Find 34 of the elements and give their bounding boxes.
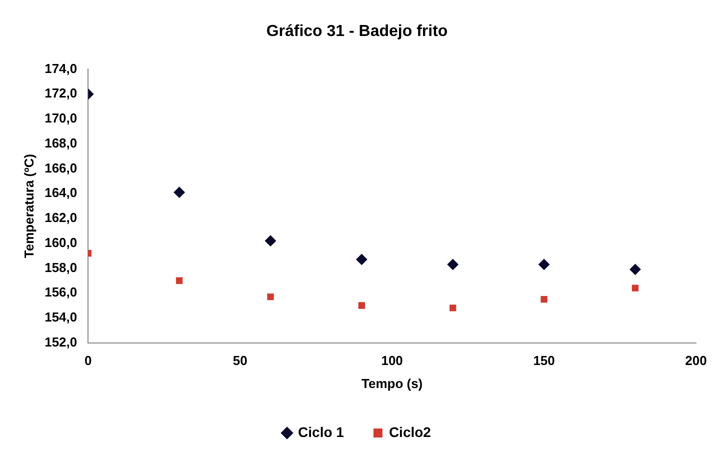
point <box>358 302 365 309</box>
x-axis-title: Tempo (s) <box>361 376 423 391</box>
x-tick-label: 150 <box>533 353 555 368</box>
point <box>267 293 274 300</box>
x-tick-label: 50 <box>232 353 248 368</box>
point <box>264 235 276 246</box>
y-tick-label: 158,0 <box>44 260 78 275</box>
y-tick-label: 152,0 <box>44 334 78 350</box>
y-tick-label: 168,0 <box>44 135 78 150</box>
point <box>540 296 548 303</box>
y-axis-title: Temperatura (ºC) <box>21 154 36 258</box>
y-tick-label: 172,0 <box>44 86 78 101</box>
point <box>630 264 641 275</box>
point <box>447 258 458 270</box>
legend-label: Ciclo 1 <box>298 424 344 440</box>
point <box>356 254 368 265</box>
x-tick-label: 200 <box>685 353 707 368</box>
x-tick-label: 100 <box>381 353 403 368</box>
y-tick-label: 160,0 <box>44 234 78 250</box>
point <box>176 277 183 284</box>
y-tick-label: 166,0 <box>44 160 78 176</box>
legend-label: Ciclo2 <box>388 424 432 440</box>
y-tick-label: 156,0 <box>44 284 78 300</box>
chart-title: Gráfico 31 - Badejo frito <box>266 23 448 40</box>
point <box>538 258 550 270</box>
y-tick-label: 154,0 <box>44 310 78 325</box>
y-tick-label: 174,0 <box>44 60 78 76</box>
point <box>174 186 185 198</box>
point <box>450 304 456 312</box>
y-tick-label: 164,0 <box>44 185 78 200</box>
point <box>632 284 639 292</box>
x-tick-label: 0 <box>84 353 92 368</box>
y-tick-label: 170,0 <box>44 110 78 126</box>
y-tick-label: 162,0 <box>44 210 78 226</box>
